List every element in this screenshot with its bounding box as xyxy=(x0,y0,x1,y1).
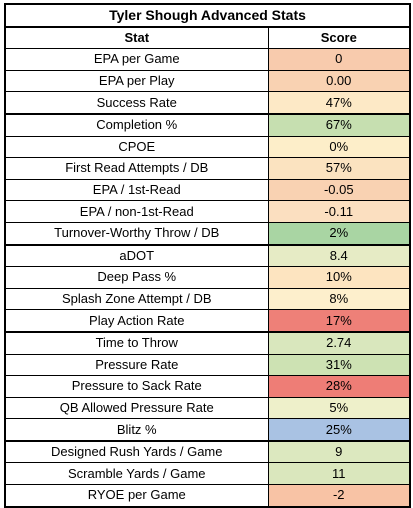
score-cell[interactable]: -2 xyxy=(267,484,411,508)
stat-name-cell[interactable]: EPA / 1st-Read xyxy=(4,178,269,202)
stat-name-cell[interactable]: Pressure Rate xyxy=(4,353,269,377)
table-row: Designed Rush Yards / Game 9 xyxy=(4,440,411,464)
table-title: Tyler Shough Advanced Stats xyxy=(3,3,412,28)
score-cell[interactable]: -0.05 xyxy=(267,178,411,202)
stat-name-cell[interactable]: aDOT xyxy=(4,244,269,268)
table-row: CPOE 0% xyxy=(4,135,411,159)
stat-name-cell[interactable]: Designed Rush Yards / Game xyxy=(4,440,269,464)
table-row: EPA per Game 0 xyxy=(4,48,411,71)
stat-name-cell[interactable]: CPOE xyxy=(4,135,269,159)
stat-name-cell[interactable]: Pressure to Sack Rate xyxy=(4,375,269,398)
table-row: Turnover-Worthy Throw / DB 2% xyxy=(4,221,411,246)
score-cell[interactable]: 57% xyxy=(267,157,411,180)
stat-name-cell[interactable]: Splash Zone Attempt / DB xyxy=(4,287,269,311)
stat-name-cell[interactable]: Play Action Rate xyxy=(4,309,269,333)
score-cell[interactable]: 0.00 xyxy=(267,69,411,93)
table-row: Scramble Yards / Game 11 xyxy=(4,462,411,486)
score-cell[interactable]: 8% xyxy=(267,287,411,311)
score-cell[interactable]: 28% xyxy=(267,375,411,398)
score-cell[interactable]: 17% xyxy=(267,309,411,333)
score-cell[interactable]: 25% xyxy=(267,418,411,442)
score-cell[interactable]: 11 xyxy=(267,462,411,486)
stat-name-cell[interactable]: Turnover-Worthy Throw / DB xyxy=(4,221,269,246)
table-row: Success Rate 47% xyxy=(4,91,411,115)
table-row: Splash Zone Attempt / DB 8% xyxy=(4,287,411,311)
stat-name-cell[interactable]: Blitz % xyxy=(4,418,269,442)
stat-name-cell[interactable]: RYOE per Game xyxy=(4,484,269,508)
table-row: Blitz % 25% xyxy=(4,418,411,442)
score-cell[interactable]: 31% xyxy=(267,353,411,377)
stat-name-cell[interactable]: First Read Attempts / DB xyxy=(4,157,269,180)
table-row: Pressure to Sack Rate 28% xyxy=(4,375,411,398)
score-cell[interactable]: 0 xyxy=(267,48,411,71)
table-row: EPA per Play 0.00 xyxy=(4,69,411,93)
score-cell[interactable]: 2% xyxy=(267,221,411,246)
table-row: aDOT 8.4 xyxy=(4,244,411,268)
stat-name-cell[interactable]: EPA per Game xyxy=(4,48,269,71)
stat-name-cell[interactable]: Time to Throw xyxy=(4,331,269,355)
table-row: Completion % 67% xyxy=(4,113,411,137)
table-row: Pressure Rate 31% xyxy=(4,353,411,377)
stat-name-cell[interactable]: EPA per Play xyxy=(4,69,269,93)
score-cell[interactable]: 67% xyxy=(267,113,411,137)
stats-table: Tyler Shough Advanced Stats Stat Score E… xyxy=(3,3,412,508)
column-header-score[interactable]: Score xyxy=(267,26,411,50)
score-cell[interactable]: 2.74 xyxy=(267,331,411,355)
table-row: EPA / 1st-Read -0.05 xyxy=(4,178,411,202)
score-cell[interactable]: -0.11 xyxy=(267,200,411,223)
score-cell[interactable]: 8.4 xyxy=(267,244,411,268)
score-cell[interactable]: 9 xyxy=(267,440,411,464)
score-cell[interactable]: 10% xyxy=(267,266,411,289)
table-row: Play Action Rate 17% xyxy=(4,309,411,333)
score-cell[interactable]: 0% xyxy=(267,135,411,159)
stats-rows: EPA per Game 0 EPA per Play 0.00 Success Rat… xyxy=(4,48,411,508)
table-row: EPA / non-1st-Read -0.11 xyxy=(4,200,411,223)
table-row: Time to Throw 2.74 xyxy=(4,331,411,355)
stats-sheet: Tyler Shough Advanced Stats Stat Score E… xyxy=(3,3,412,508)
table-row: QB Allowed Pressure Rate 5% xyxy=(4,396,411,420)
column-header-stat[interactable]: Stat xyxy=(4,26,269,50)
score-cell[interactable]: 5% xyxy=(267,396,411,420)
stat-name-cell[interactable]: QB Allowed Pressure Rate xyxy=(4,396,269,420)
stat-name-cell[interactable]: Scramble Yards / Game xyxy=(4,462,269,486)
score-cell[interactable]: 47% xyxy=(267,91,411,115)
table-row: Deep Pass % 10% xyxy=(4,266,411,289)
stat-name-cell[interactable]: Success Rate xyxy=(4,91,269,115)
table-row: RYOE per Game -2 xyxy=(4,484,411,508)
stat-name-cell[interactable]: EPA / non-1st-Read xyxy=(4,200,269,223)
stat-name-cell[interactable]: Completion % xyxy=(4,113,269,137)
stat-name-cell[interactable]: Deep Pass % xyxy=(4,266,269,289)
table-row: First Read Attempts / DB 57% xyxy=(4,157,411,180)
